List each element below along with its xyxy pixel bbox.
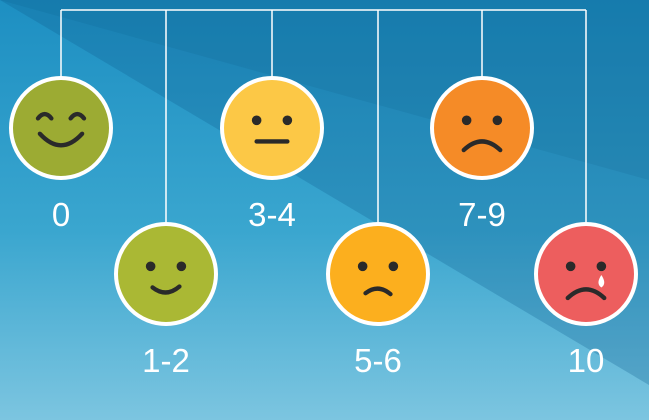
sad-face-icon [461, 115, 503, 153]
face-10 [534, 222, 638, 326]
slightly-sad-face-icon [357, 261, 399, 297]
scale-label-3-4: 3-4 [248, 196, 296, 233]
face-7-9 [430, 76, 534, 180]
scale-label-5-6: 5-6 [354, 342, 402, 379]
face-0 [9, 76, 113, 180]
scale-label-1-2: 1-2 [142, 342, 190, 379]
tear-icon [598, 274, 605, 288]
face-1-2 [114, 222, 218, 326]
smiling-face-icon [145, 261, 187, 295]
scale-label-7-9: 7-9 [458, 196, 506, 233]
scale-label-0: 0 [51, 196, 71, 233]
face-3-4 [220, 76, 324, 180]
laughing-face-icon [35, 111, 87, 148]
face-5-6 [326, 222, 430, 326]
crying-face-icon [565, 261, 607, 301]
neutral-face-icon [251, 115, 293, 144]
scale-label-10: 10 [567, 342, 605, 379]
